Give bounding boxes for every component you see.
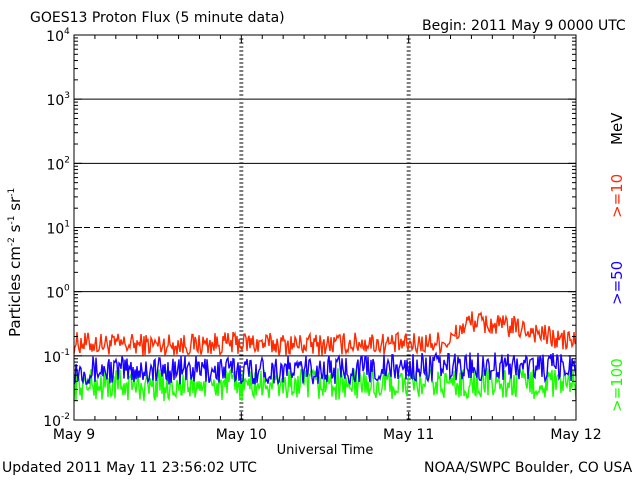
y-tick-label: 100 — [46, 284, 70, 302]
day-divider — [239, 34, 244, 420]
credit-label: NOAA/SWPC Boulder, CO USA — [424, 460, 633, 476]
begin-time-label: Begin: 2011 May 9 0000 UTC — [422, 18, 626, 34]
day-divider — [406, 34, 411, 420]
y-axis-label: Particles cm-2 s-1 sr-1 — [6, 187, 24, 337]
y-tick-label: 102 — [46, 155, 70, 173]
series-line — [73, 351, 577, 386]
series-label-100: >=100 — [608, 358, 626, 412]
series-label-10: >=10 — [608, 173, 626, 218]
updated-timestamp: Updated 2011 May 11 23:56:02 UTC — [2, 460, 257, 476]
y-tick-label: 104 — [46, 27, 70, 45]
series-line — [73, 311, 577, 357]
y-tick-label: 10-1 — [43, 348, 70, 366]
x-tick-label: May 12 — [550, 427, 601, 443]
x-tick-label: May 11 — [383, 427, 434, 443]
y-tick-label: 101 — [46, 220, 70, 238]
y-tick-label: 103 — [46, 91, 70, 109]
series-line — [73, 367, 577, 402]
x-axis-label: Universal Time — [277, 443, 374, 458]
unit-label: MeV — [608, 112, 626, 145]
x-tick-label: May 10 — [216, 427, 267, 443]
chart-title: GOES13 Proton Flux (5 minute data) — [30, 10, 285, 26]
series-label-50: >=50 — [608, 260, 626, 305]
x-tick-label: May 9 — [53, 427, 95, 443]
